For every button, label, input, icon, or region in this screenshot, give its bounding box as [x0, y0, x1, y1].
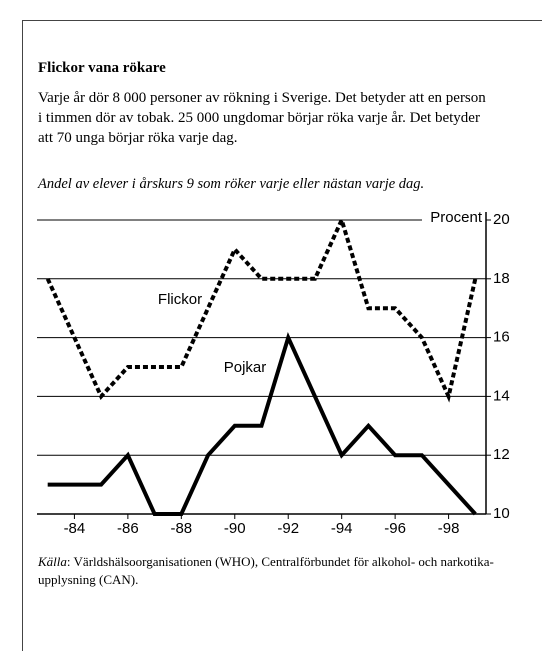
x-tick-label: -98	[438, 520, 460, 537]
source-text: : Världshälsoorganisationen (WHO), Centr…	[66, 554, 494, 569]
frame	[22, 20, 542, 651]
x-tick-label: -86	[117, 520, 139, 537]
series-label: Pojkar	[224, 359, 267, 376]
y-tick-label: 16	[493, 329, 510, 346]
y-axis-label: Procent	[430, 209, 483, 226]
y-tick-label: 12	[493, 446, 510, 463]
heading: Flickor vana rökare	[38, 60, 166, 76]
line	[47, 331, 477, 516]
paragraph-line: i timmen dör av tobak. 25 000 ungdomar b…	[38, 110, 480, 126]
paragraph-line: att 70 unga börjar röka varje dag.	[38, 130, 238, 146]
source-label: Källa	[38, 554, 67, 569]
chart: 10 12 14 16 18 20 Procent -84 -86 -88 -90 -92 -94 -96…	[37, 209, 510, 537]
source-line: upplysning (CAN).	[38, 572, 139, 587]
x-tick-label: -92	[277, 520, 299, 537]
line	[45, 214, 478, 403]
y-tick-label: 10	[493, 505, 510, 522]
x-tick-label: -84	[64, 520, 86, 537]
x-tick-label: -94	[331, 520, 353, 537]
chart-subtitle: Andel av elever i årskurs 9 som röker va…	[38, 176, 425, 192]
source-line: Källa: Världshälsoorganisationen (WHO), …	[38, 553, 494, 571]
x-tick-label: -96	[384, 520, 406, 537]
series-label: Flickor	[158, 291, 202, 308]
x-tick-label: -88	[170, 520, 192, 537]
y-tick-label: 14	[493, 387, 510, 404]
x-tick-label: -90	[224, 520, 246, 537]
y-tick-label: 20	[493, 211, 510, 228]
y-tick-label: 18	[493, 270, 510, 287]
source: Källa: Världshälsoorganisationen (WHO), …	[38, 553, 494, 589]
paragraph-line: Varje år dör 8 000 personer av rökning i…	[38, 90, 486, 106]
paragraph: Varje år dör 8 000 personer av rökning i…	[38, 88, 486, 148]
